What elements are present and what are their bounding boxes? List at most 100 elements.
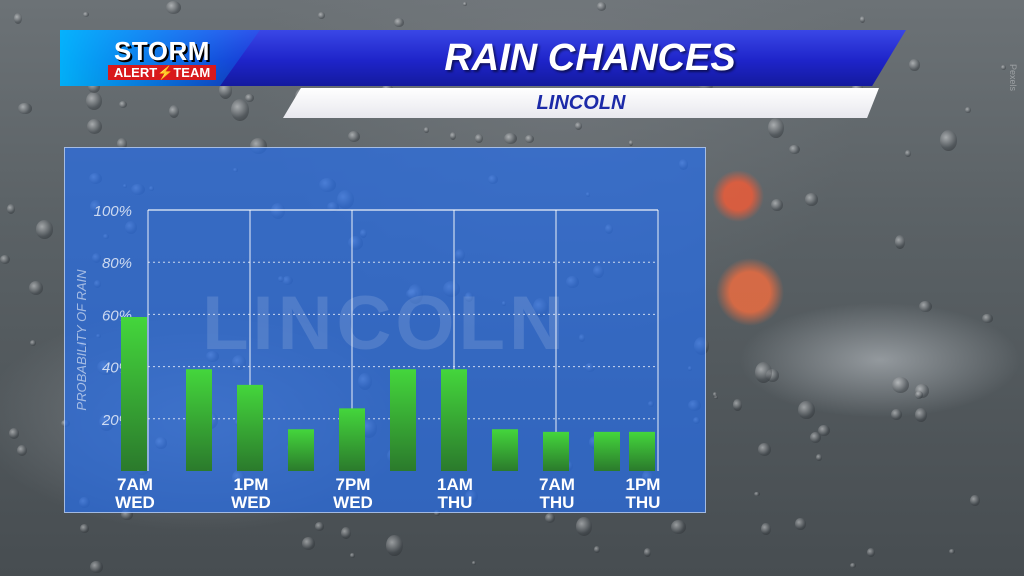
raindrop (1001, 64, 1006, 71)
raindrop (891, 376, 910, 394)
raindrop (915, 383, 929, 398)
raindrop (301, 537, 315, 550)
x-tick-label: 7AM (117, 475, 153, 494)
bar-10pm-wed (390, 369, 416, 471)
bar-7am-thu (543, 431, 569, 471)
raindrop (712, 392, 718, 398)
raindrop (804, 193, 819, 206)
raindrop (596, 1, 607, 11)
raindrop (318, 12, 325, 20)
raindrop (789, 144, 800, 155)
raindrop (771, 198, 783, 212)
raindrop (116, 138, 128, 150)
raindrop (80, 524, 90, 533)
raindrop (7, 203, 15, 214)
bar-4am-thu (492, 429, 518, 471)
raindrop (85, 92, 103, 111)
raindrop (909, 59, 920, 71)
raindrop (859, 16, 866, 24)
x-tick-label: 1PM (626, 475, 661, 494)
bar-1pm-wed (237, 384, 263, 471)
bar-1pm-thu (629, 431, 655, 471)
page-title: RAIN CHANCES (444, 37, 736, 79)
raindrop (29, 281, 44, 295)
location-watermark: LINCOLN (202, 281, 568, 366)
raindrop (29, 339, 37, 347)
y-axis-title: PROBABILITY OF RAIN (74, 269, 89, 411)
x-tick-label: 7AM (539, 475, 575, 494)
bar-7am-wed (121, 317, 147, 471)
bar-7pm-wed (339, 408, 365, 471)
raindrop (471, 560, 477, 566)
x-tick-label: 1PM (234, 475, 269, 494)
raindrop (8, 428, 20, 439)
raindrop (14, 13, 23, 24)
x-tick-label-day: WED (333, 493, 373, 512)
bar-10am-thu (594, 431, 620, 471)
raindrop (798, 400, 815, 420)
raindrop (475, 133, 483, 143)
storm-alert-team-logo: STORM ALERT⚡TEAM (100, 38, 224, 82)
raindrop (121, 508, 133, 521)
raindrop (753, 491, 760, 497)
raindrop (939, 129, 958, 151)
x-tick-label: 7PM (336, 475, 371, 494)
raindrop (35, 220, 53, 239)
bar-4pm-wed (288, 429, 314, 471)
raindrop (575, 517, 592, 536)
y-tick-label: 100% (94, 203, 132, 220)
raindrop (350, 553, 355, 558)
x-tick-label-day: WED (115, 493, 155, 512)
y-tick-label: 80% (102, 255, 132, 272)
raindrop (818, 424, 830, 436)
lightning-bolt-icon: ⚡ (157, 65, 174, 80)
raindrop (169, 105, 180, 118)
raindrop (766, 369, 779, 382)
raindrop (218, 82, 233, 99)
raindrop (244, 94, 254, 103)
raindrop (732, 399, 743, 412)
raindrop (82, 11, 89, 18)
raindrop (970, 494, 981, 507)
raindrop (643, 547, 652, 558)
bar-10am-wed (186, 369, 212, 471)
raindrop (850, 563, 857, 569)
raindrop (919, 300, 932, 312)
raindrop (18, 103, 32, 114)
raindrop (948, 548, 955, 555)
raindrop (86, 119, 103, 135)
logo-alert-team-badge: ALERT⚡TEAM (107, 65, 217, 80)
raindrop (795, 517, 807, 531)
x-tick-label-day: THU (626, 493, 661, 512)
raindrop (809, 432, 821, 444)
raindrop (754, 362, 772, 384)
raindrop (758, 442, 772, 456)
bar-1am-thu (441, 369, 467, 471)
logo-storm-text: STORM (114, 36, 210, 66)
raindrop (915, 408, 928, 423)
raindrop (982, 314, 993, 323)
logo-team-text: TEAM (173, 65, 211, 80)
raindrop (714, 394, 719, 399)
raindrop (348, 131, 360, 142)
raindrop (450, 131, 457, 140)
raindrop (393, 18, 404, 27)
raindrop (761, 523, 771, 535)
location-label: LINCOLN (536, 92, 626, 114)
raindrop (0, 255, 10, 264)
logo-alert-text: ALERT (113, 65, 158, 80)
raindrop (423, 127, 430, 134)
raindrop (575, 121, 583, 130)
raindrop (118, 101, 127, 109)
raindrop (16, 444, 28, 456)
raindrop (386, 535, 403, 557)
raindrop (628, 140, 633, 146)
raindrop (816, 453, 822, 461)
raindrop (314, 522, 325, 531)
raindrop (866, 548, 875, 558)
raindrop (915, 391, 924, 400)
x-tick-label-day: THU (438, 493, 473, 512)
x-tick-label-day: THU (540, 493, 575, 512)
photo-credit: Pexels (1008, 64, 1018, 92)
